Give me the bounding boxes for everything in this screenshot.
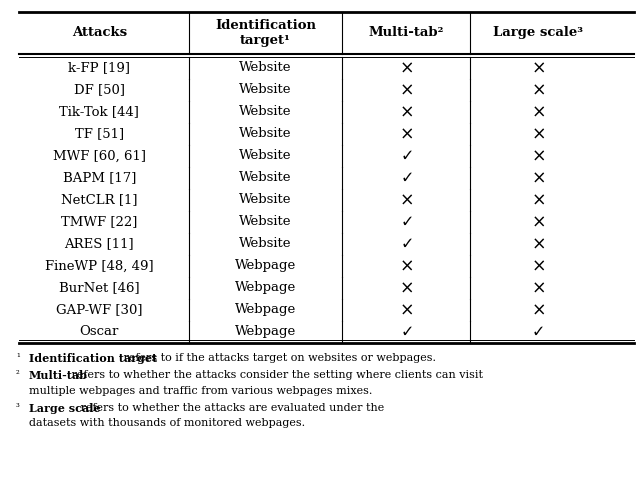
- Text: Webpage: Webpage: [235, 281, 296, 294]
- Text: refers to whether the attacks are evaluated under the: refers to whether the attacks are evalua…: [77, 403, 384, 413]
- Text: Identification
target¹: Identification target¹: [215, 19, 316, 47]
- Text: $\times$: $\times$: [399, 59, 413, 76]
- Text: $\times$: $\times$: [531, 257, 545, 274]
- Text: refers to whether the attacks consider the setting where clients can visit: refers to whether the attacks consider t…: [68, 370, 483, 380]
- Text: $\times$: $\times$: [399, 125, 413, 142]
- Text: $\checkmark$: $\checkmark$: [531, 323, 544, 340]
- Text: Identification target: Identification target: [29, 353, 157, 364]
- Text: Website: Website: [239, 193, 292, 206]
- Text: $\checkmark$: $\checkmark$: [400, 147, 413, 164]
- Text: ²: ²: [16, 370, 20, 380]
- Text: Attacks: Attacks: [72, 26, 127, 40]
- Text: multiple webpages and traffic from various webpages mixes.: multiple webpages and traffic from vario…: [29, 386, 372, 396]
- Text: Website: Website: [239, 105, 292, 119]
- Text: Website: Website: [239, 83, 292, 97]
- Text: BurNet [46]: BurNet [46]: [59, 281, 140, 294]
- Text: ³: ³: [16, 403, 20, 412]
- Text: TMWF [22]: TMWF [22]: [61, 215, 138, 228]
- Text: $\times$: $\times$: [531, 81, 545, 98]
- Text: ¹: ¹: [16, 353, 20, 362]
- Text: FineWP [48, 49]: FineWP [48, 49]: [45, 259, 154, 272]
- Text: Multi-tab²: Multi-tab²: [369, 26, 444, 40]
- Text: Website: Website: [239, 61, 292, 75]
- Text: Tik-Tok [44]: Tik-Tok [44]: [60, 105, 139, 119]
- Text: Website: Website: [239, 237, 292, 250]
- Text: $\checkmark$: $\checkmark$: [400, 235, 413, 252]
- Text: $\times$: $\times$: [399, 191, 413, 208]
- Text: $\times$: $\times$: [531, 147, 545, 164]
- Text: $\times$: $\times$: [531, 169, 545, 186]
- Text: Multi-tab: Multi-tab: [29, 370, 88, 381]
- Text: $\times$: $\times$: [531, 235, 545, 252]
- Text: BAPM [17]: BAPM [17]: [63, 171, 136, 185]
- Text: $\times$: $\times$: [531, 191, 545, 208]
- Text: TF [51]: TF [51]: [75, 127, 124, 141]
- Text: Large scale³: Large scale³: [493, 26, 582, 40]
- Text: $\times$: $\times$: [531, 103, 545, 120]
- Text: $\checkmark$: $\checkmark$: [400, 169, 413, 186]
- Text: $\times$: $\times$: [531, 301, 545, 318]
- Text: $\times$: $\times$: [399, 103, 413, 120]
- Text: Oscar: Oscar: [79, 325, 119, 338]
- Text: GAP-WF [30]: GAP-WF [30]: [56, 303, 143, 316]
- Text: datasets with thousands of monitored webpages.: datasets with thousands of monitored web…: [29, 418, 305, 428]
- Text: Webpage: Webpage: [235, 259, 296, 272]
- Text: $\times$: $\times$: [531, 125, 545, 142]
- Text: $\times$: $\times$: [531, 59, 545, 76]
- Text: MWF [60, 61]: MWF [60, 61]: [52, 149, 146, 163]
- Text: $\times$: $\times$: [399, 301, 413, 318]
- Text: Webpage: Webpage: [235, 303, 296, 316]
- Text: k-FP [19]: k-FP [19]: [68, 61, 130, 75]
- Text: $\checkmark$: $\checkmark$: [400, 213, 413, 230]
- Text: refers to if the attacks target on websites or webpages.: refers to if the attacks target on websi…: [120, 353, 436, 363]
- Text: $\times$: $\times$: [399, 81, 413, 98]
- Text: Webpage: Webpage: [235, 325, 296, 338]
- Text: ARES [11]: ARES [11]: [65, 237, 134, 250]
- Text: Large scale: Large scale: [29, 403, 100, 414]
- Text: Website: Website: [239, 127, 292, 141]
- Text: $\times$: $\times$: [399, 279, 413, 296]
- Text: $\checkmark$: $\checkmark$: [400, 323, 413, 340]
- Text: DF [50]: DF [50]: [74, 83, 125, 97]
- Text: $\times$: $\times$: [531, 279, 545, 296]
- Text: $\times$: $\times$: [531, 213, 545, 230]
- Text: $\times$: $\times$: [399, 257, 413, 274]
- Text: Website: Website: [239, 149, 292, 163]
- Text: Website: Website: [239, 171, 292, 185]
- Text: Website: Website: [239, 215, 292, 228]
- Text: NetCLR [1]: NetCLR [1]: [61, 193, 138, 206]
